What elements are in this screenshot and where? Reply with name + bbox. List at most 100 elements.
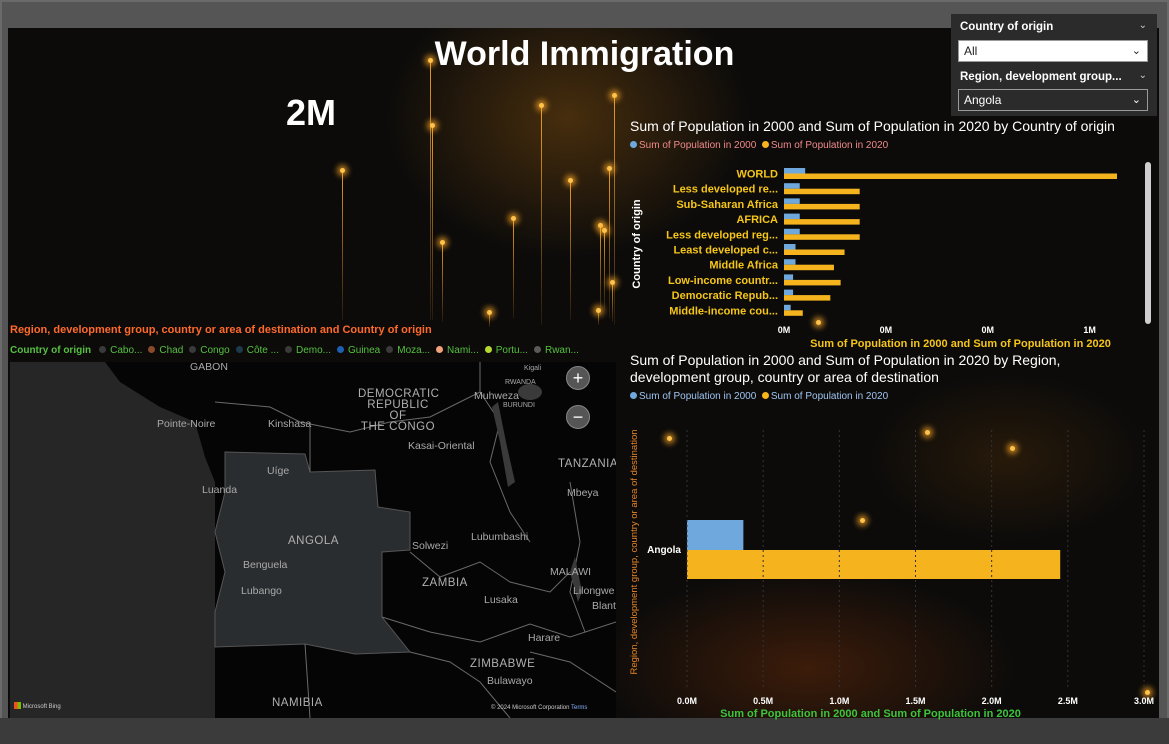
light-dot [596, 308, 601, 313]
bing-logo: Microsoft Bing [14, 702, 61, 710]
chart1-legend-2020: Sum of Population in 2020 [770, 140, 889, 151]
map-legend-item[interactable]: Portu... [484, 345, 528, 356]
kpi-card-value: 2M [286, 92, 337, 133]
light-streak [598, 310, 599, 325]
map-legend-label: Demo... [295, 345, 331, 356]
chart1-bar-2020 [784, 234, 860, 240]
chart1-category-label: Less developed re... [673, 184, 778, 196]
map-label-mbeya: Mbeya [567, 487, 599, 499]
slicer-panel: Country of origin ⌄ All ⌄ Region, develo… [951, 14, 1157, 116]
legend-dot [189, 346, 197, 353]
light-streak [541, 105, 542, 325]
light-streak [612, 282, 613, 322]
map-label-harare: Harare [528, 632, 561, 644]
legend-dot [235, 346, 243, 353]
chart1-bar-2020 [784, 279, 841, 286]
map-title: Region, development group, country or ar… [10, 324, 432, 336]
light-dot [612, 93, 617, 98]
chart1-category-label: WORLD [736, 169, 778, 181]
microsoft-logo-icon [14, 702, 21, 709]
legend-dot [284, 346, 292, 353]
map-legend-item[interactable]: Rwan... [533, 345, 579, 356]
zoom-out-button[interactable]: − [566, 405, 590, 429]
chart1-title: Sum of Population in 2000 and Sum of Pop… [630, 118, 1115, 134]
chart1-plot: WORLD Less developed re... Sub-Saharan Afr… [631, 168, 1117, 350]
map-label-kinshasa: Kinshasa [268, 418, 312, 430]
slicer-country-of-origin-dropdown[interactable]: All ⌄ [958, 40, 1148, 62]
chart1-bar-2020 [784, 219, 860, 225]
light-streak [489, 312, 490, 327]
map-legend-item[interactable]: Demo... [284, 345, 331, 356]
map-legend: Country of origin Cabo... Chad Congo Côte ..… [10, 345, 615, 356]
chart1-category-label: Low-income countr... [668, 275, 778, 287]
slicer-country-of-origin-title: Country of origin [960, 21, 1054, 33]
chart1-bar-2000 [784, 228, 800, 235]
map-label-lusaka: Lusaka [484, 594, 518, 606]
bing-label: Microsoft Bing [22, 704, 61, 710]
chart1-bar-2000 [784, 244, 796, 250]
chart2-x-tick: 0.5M [753, 696, 773, 706]
chart1-category-label: Least developed c... [673, 245, 778, 257]
light-dot [816, 320, 821, 325]
chart1-bar-2020 [784, 310, 803, 316]
map-legend-label: Cabo... [110, 345, 143, 356]
map-legend-item[interactable]: Côte ... [235, 345, 279, 356]
chart1-bar-2000 [784, 274, 794, 280]
legend-dot [148, 346, 156, 353]
map-legend-item[interactable]: Chad [148, 345, 183, 356]
map-legend-label: Côte ... [246, 345, 279, 356]
light-dot [340, 168, 345, 173]
light-dot [610, 280, 615, 285]
chart1-scrollbar[interactable] [1145, 162, 1151, 324]
chevron-down-icon[interactable]: ⌄ [1138, 70, 1147, 81]
chart2-legend-2020: Sum of Population in 2020 [770, 391, 889, 402]
map-label-solwezi: Solwezi [412, 540, 449, 552]
map-label-gabon: GABON [190, 362, 228, 373]
map-label-namibia: NAMIBIA [272, 697, 323, 709]
map-legend-item[interactable]: Nami... [436, 345, 479, 356]
light-streak [614, 95, 615, 325]
legend-dot [99, 346, 107, 353]
map-label-benguela: Benguela [243, 559, 288, 571]
chart2-x-tick: 3.0M [1134, 696, 1154, 706]
legend-dot [386, 346, 394, 353]
chart1-legend-2000: Sum of Population in 2000 [639, 140, 757, 151]
chart1-x-tick: 0M [880, 325, 893, 335]
page-title: World Immigration [434, 35, 735, 73]
light-streak [432, 125, 433, 320]
map-attribution: © 2024 Microsoft Corporation Terms [491, 705, 587, 711]
light-dot [598, 223, 603, 228]
map-terms-link[interactable]: Terms [571, 705, 588, 711]
chart2-x-tick: 0.0M [677, 696, 697, 706]
map-legend-label: Rwan... [544, 345, 579, 356]
legend-dot [533, 346, 541, 353]
chart1-bar-2000 [784, 213, 800, 220]
chart1-bar-2020 [784, 264, 834, 271]
chart1-bar-2020 [784, 249, 845, 255]
light-dot [925, 430, 930, 435]
light-dot [607, 166, 612, 171]
chart1-category-label: Less developed reg... [666, 229, 778, 241]
light-dot [1010, 446, 1015, 451]
chart2-category-label: Angola [647, 545, 681, 556]
map-legend-title: Country of origin [10, 345, 92, 356]
map-legend-item[interactable]: Cabo... [99, 345, 142, 356]
chart2-title: Sum of Population in 2000 and Sum of Pop… [630, 352, 1061, 385]
light-streak [430, 60, 431, 320]
chart2-bar-2020 [687, 550, 1061, 579]
light-dot [602, 228, 607, 233]
map-label-tanzania: TANZANIA [558, 458, 616, 470]
map-legend-item[interactable]: Congo [189, 345, 230, 356]
map-legend-item[interactable]: Moza... [386, 345, 430, 356]
light-streak [342, 170, 343, 320]
chart2-legend-2000: Sum of Population in 2000 [639, 391, 757, 402]
map-visual[interactable]: GABON DEMOCRATIC REPUBLIC OF THE CONGO P… [10, 362, 616, 718]
slicer-region-title: Region, development group... [960, 71, 1122, 83]
zoom-in-button[interactable]: + [566, 366, 590, 390]
map-label-pointe-noire: Pointe-Noire [157, 418, 216, 430]
map-label-burundi: BURUNDI [503, 402, 535, 409]
slicer-region-dropdown[interactable]: Angola ⌄ [958, 89, 1148, 111]
map-legend-label: Guinea [348, 345, 381, 356]
chevron-down-icon[interactable]: ⌄ [1138, 20, 1147, 31]
map-legend-item[interactable]: Guinea [337, 345, 380, 356]
